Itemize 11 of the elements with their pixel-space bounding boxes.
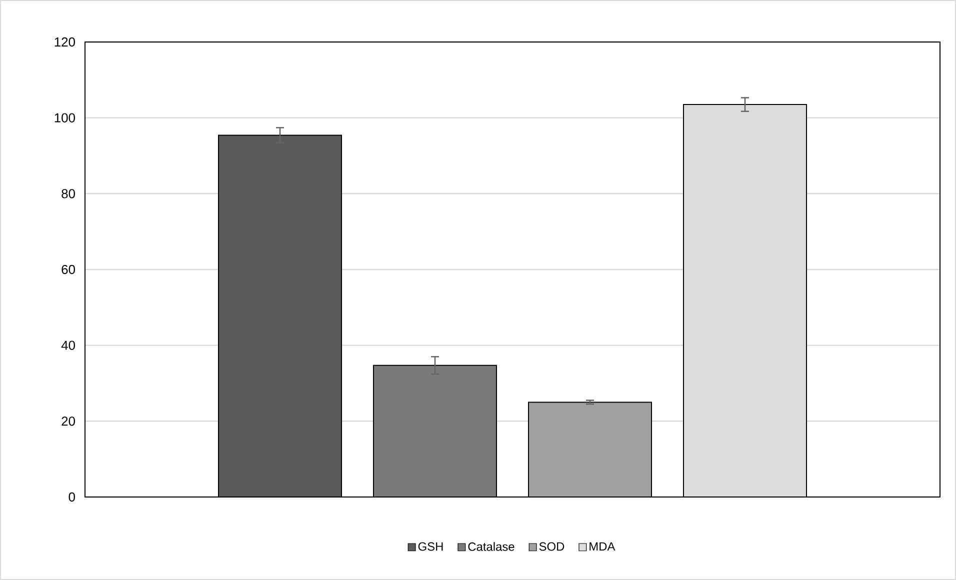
y-tick-label: 120: [54, 37, 75, 47]
y-tick-label: 80: [62, 189, 75, 198]
y-tick-label: 60: [62, 264, 75, 274]
legend-label: MDA: [590, 542, 616, 551]
legend-label: SOD: [539, 542, 564, 551]
legend-label: Catalase: [468, 542, 514, 551]
y-tick-label: 0: [68, 492, 75, 502]
legend-label: GSH: [418, 542, 443, 551]
y-tick-label: 40: [61, 340, 75, 350]
y-tick-label: 100: [54, 113, 75, 122]
y-tick-label: 20: [62, 416, 75, 426]
